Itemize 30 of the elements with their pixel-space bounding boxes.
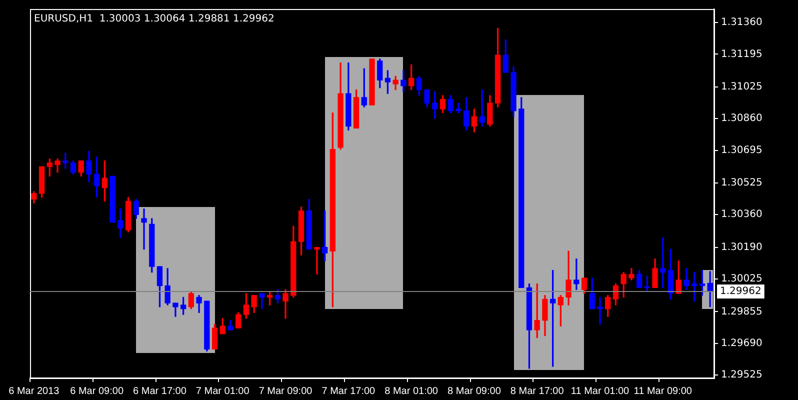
y-tick-label: 1.30190 <box>721 242 762 253</box>
y-tick-label: 1.29690 <box>721 338 762 349</box>
x-tick-label: 6 Mar 2013 <box>8 386 60 397</box>
y-tick-label: 1.30860 <box>721 113 762 124</box>
x-tick-label: 6 Mar 17:00 <box>133 386 187 397</box>
y-tick-label: 1.31360 <box>721 17 762 28</box>
candlestick <box>707 271 713 308</box>
x-tick-label: 6 Mar 09:00 <box>70 386 124 397</box>
y-tick-label: 1.30360 <box>721 209 762 220</box>
x-tick-label: 11 Mar 09:00 <box>634 386 692 397</box>
x-tick-label: 11 Mar 01:00 <box>570 386 630 397</box>
x-tick-label: 8 Mar 09:00 <box>448 386 502 397</box>
y-tick-label: 1.29525 <box>721 370 762 381</box>
x-tick-label: 8 Mar 01:00 <box>384 386 438 397</box>
x-tick-label: 7 Mar 01:00 <box>196 386 250 397</box>
y-tick-label: 1.30695 <box>721 144 762 156</box>
y-tick-label: 1.30525 <box>721 178 762 189</box>
x-tick-label: 7 Mar 17:00 <box>322 386 376 397</box>
candlestick <box>314 246 320 275</box>
ref-line-label: 1.29962 <box>720 286 762 298</box>
y-tick-label: 1.29855 <box>721 306 762 318</box>
text: EURUSD,H1 1.30003 1.30064 1.29881 1.29962 <box>34 14 274 25</box>
candlestick <box>479 89 485 127</box>
x-tick-label: 7 Mar 09:00 <box>258 386 313 397</box>
y-tick-label: 1.31195 <box>721 48 762 60</box>
y-tick-label: 1.31025 <box>721 81 762 92</box>
candlestick <box>597 296 603 325</box>
y-tick-label: 1.30025 <box>721 274 762 285</box>
candlestick <box>141 208 147 250</box>
x-tick-label: 8 Mar 17:00 <box>510 386 564 397</box>
